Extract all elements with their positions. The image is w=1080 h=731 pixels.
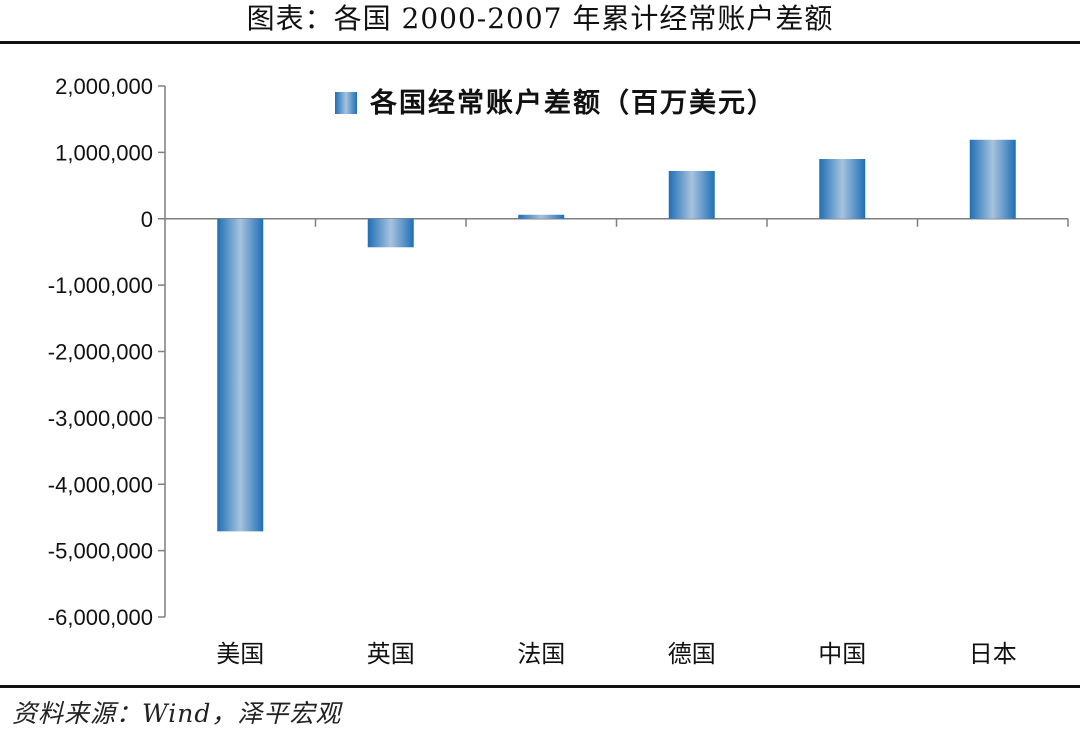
bar-4 [668, 170, 715, 219]
y-tick-label: -4,000,000 [48, 472, 153, 497]
x-category-label: 日本 [969, 640, 1017, 668]
y-tick-label: -3,000,000 [48, 406, 153, 431]
y-tick-label: -1,000,000 [48, 273, 153, 298]
bar-2 [367, 218, 414, 248]
y-tick-label: -5,000,000 [48, 539, 153, 564]
bars [217, 139, 1016, 532]
y-tick-label: -6,000,000 [48, 605, 153, 630]
y-tick-label: 2,000,000 [55, 74, 153, 99]
legend-swatch [335, 92, 357, 114]
x-category-label: 英国 [367, 640, 415, 668]
axis-labels: 2,000,000 1,000,000 0 -1,000,000 -2,000,000 -… [48, 74, 1017, 668]
bar-chart: 2,000,000 1,000,000 0 -1,000,000 -2,000,000 -… [48, 74, 1069, 668]
x-category-label: 美国 [216, 640, 264, 668]
legend: 各国经常账户差额（百万美元） [335, 87, 776, 119]
x-category-label: 中国 [818, 640, 866, 668]
source-note: 资料来源：Wind，泽平宏观 [12, 699, 342, 728]
bottom-rule [0, 685, 1080, 688]
x-category-label: 法国 [517, 640, 565, 668]
top-rule [0, 41, 1080, 44]
bar-5 [819, 159, 866, 219]
bar-6 [969, 139, 1016, 219]
y-tick-label: 1,000,000 [55, 140, 153, 165]
bar-1 [217, 218, 264, 532]
bar-3 [518, 214, 565, 219]
legend-label: 各国经常账户差额（百万美元） [369, 87, 776, 119]
axes [158, 85, 1069, 618]
x-category-label: 德国 [668, 640, 716, 668]
y-tick-label: -2,000,000 [48, 340, 153, 365]
figure-title: 图表：各国 2000-2007 年累计经常账户差额 [246, 2, 834, 35]
y-tick-label: 0 [141, 207, 153, 232]
